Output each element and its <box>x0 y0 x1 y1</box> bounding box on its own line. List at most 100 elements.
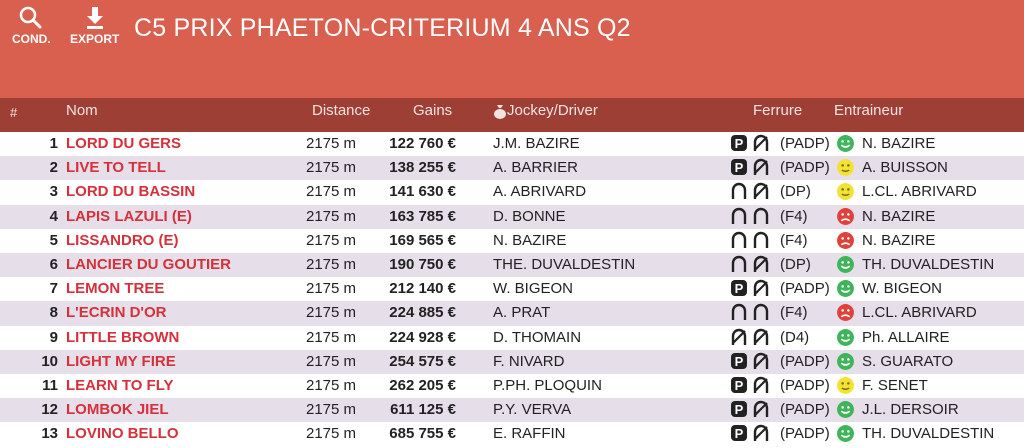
gains: 254 575 € <box>389 352 456 370</box>
gains: 262 205 € <box>389 376 456 394</box>
col-distance[interactable]: Distance <box>312 102 371 119</box>
horse-name[interactable]: LEARN TO FLY <box>66 376 174 394</box>
form-indicator <box>836 182 855 201</box>
neutral-mood-icon <box>837 376 854 394</box>
good-mood-icon <box>837 255 854 273</box>
barred-horseshoe-icon <box>753 159 769 176</box>
form-indicator <box>836 255 855 274</box>
column-header-bar: # Nom Distance Gains Jockey/Driver Ferru… <box>0 98 1024 132</box>
horseshoe-icon <box>731 255 747 272</box>
gains: 685 755 € <box>389 425 456 443</box>
form-indicator <box>836 303 855 322</box>
good-mood-icon <box>837 425 854 443</box>
jockey: J.M. BAZIRE <box>493 135 580 152</box>
export-button[interactable]: EXPORT <box>70 6 119 46</box>
download-icon <box>86 7 103 29</box>
table-row[interactable]: 4 LAPIS LAZULI (E) 2175 m 163 785 € D. BONNE… <box>0 204 1024 229</box>
distance: 2175 m <box>306 135 357 152</box>
horse-name[interactable]: LEMON TREE <box>66 280 165 298</box>
distance: 2175 m <box>306 401 357 419</box>
shoeing-icons: P <box>730 279 770 297</box>
horseshoe-icon <box>753 304 769 321</box>
horse-name[interactable]: LOMBOK JIEL <box>66 401 169 419</box>
runner-number: 5 <box>49 231 58 249</box>
horse-name[interactable]: LISSANDRO (E) <box>66 231 179 249</box>
jockey: A. PRAT <box>493 304 551 322</box>
table-row[interactable]: 8 L'ECRIN D'OR 2175 m 224 885 € A. PRAT (F4)… <box>0 301 1024 326</box>
distance: 2175 m <box>306 207 357 225</box>
trainer: L.CL. ABRIVARD <box>862 183 977 201</box>
jockey: W. BIGEON <box>493 280 574 298</box>
runner-number: 12 <box>41 401 58 419</box>
horse-name[interactable]: LORD DU GERS <box>66 135 182 152</box>
padp-icon: P <box>731 425 747 442</box>
shoeing-icons: P <box>730 400 770 418</box>
barred-horseshoe-icon <box>753 400 769 418</box>
distance: 2175 m <box>306 304 357 322</box>
table-row[interactable]: 3 LORD DU BASSIN 2175 m 141 630 € A. ABRIVAR… <box>0 180 1024 204</box>
shoeing-icons <box>730 255 770 273</box>
runner-number: 4 <box>49 207 58 225</box>
table-row[interactable]: 11 LEARN TO FLY 2175 m 262 205 € P.PH. PLOQU… <box>0 374 1024 398</box>
svg-text:P: P <box>735 354 744 369</box>
shoeing-icons <box>730 303 770 321</box>
ferrure-code: (PADP) <box>780 135 830 152</box>
ferrure-code: (F4) <box>780 304 808 322</box>
horse-name[interactable]: LAPIS LAZULI (E) <box>66 207 192 225</box>
horse-name[interactable]: LIGHT MY FIRE <box>66 352 176 370</box>
runner-number: 13 <box>41 425 58 443</box>
gains: 122 760 € <box>389 135 456 152</box>
ferrure-code: (F4) <box>780 231 808 249</box>
table-row[interactable]: 13 LOVINO BELLO 2175 m 685 755 € E. RAFFIN P … <box>0 422 1024 446</box>
horse-name[interactable]: LITTLE BROWN <box>66 328 180 346</box>
table-row[interactable]: 5 LISSANDRO (E) 2175 m 169 565 € N. BAZIRE (… <box>0 229 1024 253</box>
table-row[interactable]: 12 LOMBOK JIEL 2175 m 611 125 € P.Y. VERVA P … <box>0 398 1024 423</box>
shoeing-icons <box>730 231 770 249</box>
barred-horseshoe-icon <box>753 376 769 393</box>
padp-icon: P <box>731 401 747 418</box>
svg-text:P: P <box>735 402 744 417</box>
table-row[interactable]: 10 LIGHT MY FIRE 2175 m 254 575 € F. NIVARD P… <box>0 349 1024 374</box>
ferrure-code: (PADP) <box>780 401 830 419</box>
cond-button[interactable]: COND. <box>12 6 51 46</box>
gains: 138 255 € <box>389 159 456 177</box>
col-entraineur[interactable]: Entraineur <box>834 102 904 119</box>
shoeing-icons: P <box>730 424 770 442</box>
trainer: N. BAZIRE <box>862 135 936 152</box>
horse-name[interactable]: L'ECRIN D'OR <box>66 304 167 322</box>
shoeing-icons: P <box>730 134 770 152</box>
table-row[interactable]: 2 LIVE TO TELL 2175 m 138 255 € A. BARRIER P … <box>0 156 1024 181</box>
barred-horseshoe-icon <box>753 134 769 152</box>
horse-name[interactable]: LANCIER DU GOUTIER <box>66 255 231 273</box>
table-row[interactable]: 6 LANCIER DU GOUTIER 2175 m 190 750 € THE. D… <box>0 252 1024 278</box>
form-indicator <box>836 207 855 226</box>
shoeing-icons: P <box>730 376 770 394</box>
ferrure-code: (DP) <box>780 183 811 201</box>
horse-name[interactable]: LORD DU BASSIN <box>66 183 196 201</box>
bad-mood-icon <box>837 207 854 225</box>
barred-horseshoe-icon <box>753 352 769 369</box>
horse-name[interactable]: LOVINO BELLO <box>66 425 179 443</box>
runner-number: 9 <box>49 328 58 346</box>
horse-name[interactable]: LIVE TO TELL <box>66 159 166 177</box>
distance: 2175 m <box>306 328 357 346</box>
bad-mood-icon <box>837 304 854 322</box>
col-gains[interactable]: Gains <box>413 102 453 119</box>
trainer: S. GUARATO <box>862 352 954 370</box>
runner-table: 1 LORD DU GERS 2175 m 122 760 € J.M. BAZIRE P… <box>0 132 1024 446</box>
ferrure-code: (PADP) <box>780 159 830 177</box>
trainer: TH. DUVALDESTIN <box>862 255 995 273</box>
form-indicator <box>836 279 855 298</box>
good-mood-icon <box>837 280 854 298</box>
distance: 2175 m <box>306 352 357 370</box>
col-nom[interactable]: Nom <box>66 102 98 119</box>
table-row[interactable]: 9 LITTLE BROWN 2175 m 224 928 € D. THOMAIN (… <box>0 326 1024 350</box>
jockey: P.PH. PLOQUIN <box>493 376 602 394</box>
col-jockey[interactable]: Jockey/Driver <box>493 102 598 120</box>
trainer: N. BAZIRE <box>862 207 936 225</box>
jockey: P.Y. VERVA <box>493 401 572 419</box>
table-row[interactable]: 1 LORD DU GERS 2175 m 122 760 € J.M. BAZIRE P… <box>0 132 1024 156</box>
table-row[interactable]: 7 LEMON TREE 2175 m 212 140 € W. BIGEON P (PA… <box>0 277 1024 301</box>
shoeing-icons: P <box>730 352 770 370</box>
col-ferrure[interactable]: Ferrure <box>753 102 803 119</box>
